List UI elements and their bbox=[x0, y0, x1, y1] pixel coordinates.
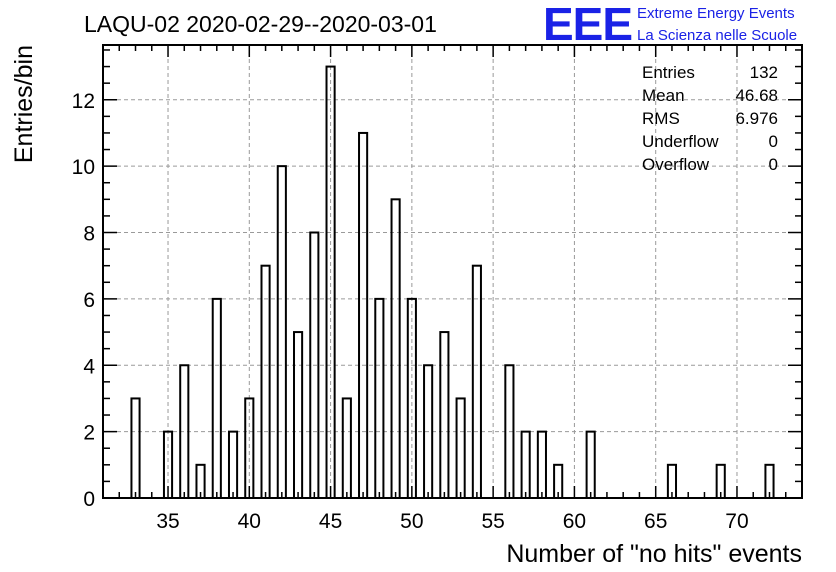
histogram-bar bbox=[130, 397, 141, 500]
stats-label: Mean bbox=[642, 86, 685, 105]
eee-logo-mark: EEE bbox=[543, 0, 632, 50]
stats-label: Entries bbox=[642, 63, 695, 82]
plot-frame bbox=[102, 44, 803, 499]
y-tick-label: 10 bbox=[72, 156, 95, 179]
y-tick-label: 2 bbox=[83, 422, 95, 445]
histogram-bar bbox=[211, 297, 222, 499]
grid-lines bbox=[103, 45, 802, 498]
eee-logo-line1: Extreme Energy Events bbox=[637, 5, 795, 22]
y-tick-label: 6 bbox=[83, 289, 95, 312]
histogram-bar bbox=[439, 331, 450, 500]
stats-value: 0 bbox=[769, 155, 778, 174]
histogram-bar bbox=[260, 264, 271, 500]
plot-frame-rect bbox=[102, 44, 803, 499]
stats-box: Entries 132 Mean 46.68 RMS 6.976 Underflow 0 Ove… bbox=[642, 63, 778, 174]
y-axis-label: Entries/bin bbox=[10, 45, 38, 163]
histogram-bar bbox=[293, 331, 304, 500]
histogram-bar bbox=[455, 397, 466, 500]
histogram-bar bbox=[341, 397, 352, 500]
stats-label: RMS bbox=[642, 109, 680, 128]
histogram-bar bbox=[390, 198, 401, 499]
histogram-bar bbox=[227, 430, 239, 499]
x-tick-label: 50 bbox=[400, 510, 423, 533]
eee-logo: EEE Extreme Energy Events La Scienza nel… bbox=[543, 0, 797, 50]
y-tick-label: 4 bbox=[83, 355, 95, 378]
x-tick-label: 65 bbox=[644, 510, 667, 533]
histogram-bar bbox=[276, 165, 287, 499]
stats-label: Overflow bbox=[642, 155, 710, 174]
y-tick-label: 0 bbox=[83, 488, 95, 511]
histogram-bar bbox=[374, 297, 385, 499]
histogram-bar bbox=[244, 397, 255, 500]
histogram-bar bbox=[520, 430, 531, 499]
x-tick-label: 40 bbox=[238, 510, 261, 533]
x-tick-label: 70 bbox=[725, 510, 748, 533]
eee-logo-line2: La Scienza nelle Scuole bbox=[637, 27, 797, 44]
chart-title: LAQU-02 2020-02-29--2020-03-01 bbox=[84, 11, 437, 37]
stats-value: 0 bbox=[769, 132, 778, 151]
stats-value: 132 bbox=[750, 63, 778, 82]
x-tick-label: 35 bbox=[156, 510, 179, 533]
histogram-bar bbox=[471, 264, 482, 500]
x-tick-label: 55 bbox=[481, 510, 504, 533]
y-tick-label: 8 bbox=[83, 223, 95, 246]
stats-label: Underflow bbox=[642, 132, 719, 151]
x-axis-label: Number of "no hits" events bbox=[506, 540, 802, 568]
x-tick-label: 60 bbox=[563, 510, 586, 533]
stats-value: 46.68 bbox=[735, 86, 778, 105]
histogram-bar bbox=[536, 430, 547, 499]
stats-value: 6.976 bbox=[735, 109, 778, 128]
x-tick-label: 45 bbox=[319, 510, 342, 533]
x-axis-ticks: 35 40 45 50 55 60 65 70 bbox=[102, 45, 803, 533]
y-axis-ticks: 0 2 4 6 8 10 12 bbox=[72, 49, 802, 511]
histogram-bar bbox=[358, 131, 369, 499]
y-tick-label: 12 bbox=[72, 90, 95, 113]
histogram-bar bbox=[585, 430, 596, 499]
